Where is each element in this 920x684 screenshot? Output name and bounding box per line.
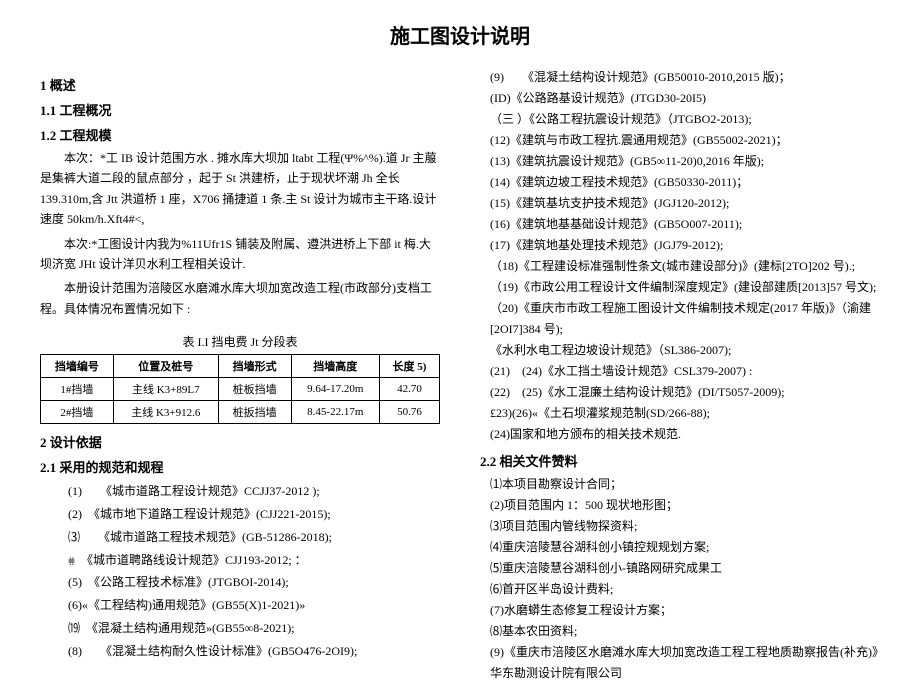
list-item: (9) 《混凝土结构设计规范》(GB50010-2010,2015 版)； (480, 67, 880, 88)
table-row: 2#挡墙 主线 K3+912.6 桩扳挡墙 8.45-22.17m 50.76 (41, 401, 440, 424)
list-item: ⑴本项目勘察设计合同； (480, 474, 880, 495)
list-item: ⒆ 《混凝土结构通用规范»(GB55∞8-2021); (40, 617, 440, 640)
paragraph-2: 本次:*工图设计内我为%11Ufr1S 铺装及附属、遵洪进桥上下部 it 梅.大… (40, 234, 440, 275)
list-item: （20)《重庆市市政工程施工图设计文件编制技术规定(2017 年版)》（渝建[2… (480, 298, 880, 340)
right-column: (9) 《混凝土结构设计规范》(GB50010-2010,2015 版)； (I… (480, 67, 880, 684)
list-item: ⑻基本农田资料; (480, 621, 880, 642)
td: 1#挡墙 (41, 378, 114, 401)
list-item: (1) 《城市道路工程设计规范》CCJJ37-2012 ); (40, 480, 440, 503)
paragraph-1: 本次：*工 IB 设计范围方水 . 摊水库大坝加 ltabt 工程(Ψ%^%).… (40, 148, 440, 230)
paragraph-3: 本册设计范围为涪陵区水磨滩水库大坝加宽改造工程(市政部分)支档工程。具体情况布置… (40, 278, 440, 319)
list-item: (15)《建筑基坑支护技术规范》(JGJ120-2012); (480, 193, 880, 214)
list-item: (13)《建筑抗震设计规范》(GB5∞11-20)0,2016 年版); (480, 151, 880, 172)
list-item: (8) 《混凝土结构耐久性设计标准》(GB5O476-2OI9); (40, 640, 440, 663)
section-1-2: 1.2 工程规模 (40, 125, 440, 144)
td: 桩板挡墙 (218, 378, 291, 401)
td: 9.64-17.20m (291, 378, 379, 401)
section-1-1: 1.1 工程概况 (40, 100, 440, 119)
list-item: (9)《重庆市涪陵区水磨滩水库大坝加宽改造工程工程地质勘察报告(补充)》华东勘测… (480, 642, 880, 684)
td: 8.45-22.17m (291, 401, 379, 424)
th-4: 长度 5) (380, 355, 440, 378)
list-item: (22) (25)《水工混廉土结构设计规范》(DI/T5057-2009); (480, 382, 880, 403)
list-item: (21) (24)《水工挡土墙设计规范》CSL379-2007) : (480, 361, 880, 382)
th-0: 挡墙编号 (41, 355, 114, 378)
table-caption: 表 I.I 挡电费 Jt 分段表 (40, 333, 440, 350)
td: 主线 K3+89L7 (113, 378, 218, 401)
list-item: (12)《建筑与市政工程抗.震通用规范》(GB55002-2021)； (480, 130, 880, 151)
td: 2#挡墙 (41, 401, 114, 424)
list-item: ⑹首开区半岛设计费料; (480, 579, 880, 600)
table-header-row: 挡墙编号 位置及桩号 挡墙形式 挡墙高度 长度 5) (41, 355, 440, 378)
section-2-1: 2.1 采用的规范和规程 (40, 457, 440, 476)
td: 42.70 (380, 378, 440, 401)
list-item: ⑸重庆涪陵慧谷湖科创小-镇路网研究成果工 (480, 558, 880, 579)
list-item: (16)《建筑地基基础设计规范》(GB5O007-2011); (480, 214, 880, 235)
list-item: (24)国家和地方颁布的相关技术规范. (480, 424, 880, 445)
list-item: (2)项目范围内 1：500 现状地形图； (480, 495, 880, 516)
list-item: ⩷ 《城市道聘路线设计规范》CJJ193-2012; ： (40, 549, 440, 572)
left-column: 1 概述 1.1 工程概况 1.2 工程规模 本次：*工 IB 设计范围方水 .… (40, 67, 440, 684)
table-row: 1#挡墙 主线 K3+89L7 桩板挡墙 9.64-17.20m 42.70 (41, 378, 440, 401)
td: 桩扳挡墙 (218, 401, 291, 424)
list-item: (17)《建筑地基处理技术规范》(JGJ79-2012); (480, 235, 880, 256)
th-2: 挡墙形式 (218, 355, 291, 378)
list-item: (5) 《公路工程技术标准》(JTGBOI-2014); (40, 571, 440, 594)
list-item: 《水利水电工程边坡设计规范》（SL386-2007); (480, 340, 880, 361)
td: 主线 K3+912.6 (113, 401, 218, 424)
list-item: （19)《市政公用工程设计文件编制深度规定》(建设部建质[2013]57 号文)… (480, 277, 880, 298)
list-item: (6)«《工程结构)通用规范》(GB55(X)1-2021)» (40, 594, 440, 617)
section-1: 1 概述 (40, 75, 440, 94)
th-1: 位置及桩号 (113, 355, 218, 378)
list-item: (2) 《城市地下道路工程设计规范》(CJJ221-2015); (40, 503, 440, 526)
list-item: （18)《工程建设标准强制性条文(城市建设部分)》(建标[2TO]202 号).… (480, 256, 880, 277)
td: 50.76 (380, 401, 440, 424)
page-title: 施工图设计说明 (40, 20, 880, 49)
list-item: (7)水磨蟒生态修复工程设计方案； (480, 600, 880, 621)
list-item: ⑶项目范围内管线物探资料; (480, 516, 880, 537)
section-2-2: 2.2 相关文件赞料 (480, 451, 880, 470)
list-item: ⑶ 《城市道路工程技术规范》(GB-51286-2018); (40, 526, 440, 549)
list-item: ⑷重庆涪陵慧谷湖科创小镇控规规划方案; (480, 537, 880, 558)
two-column-layout: 1 概述 1.1 工程概况 1.2 工程规模 本次：*工 IB 设计范围方水 .… (40, 67, 880, 684)
list-item: £23)(26)«《土石坝灌浆规范制(SD/266-88); (480, 403, 880, 424)
segment-table: 挡墙编号 位置及桩号 挡墙形式 挡墙高度 长度 5) 1#挡墙 主线 K3+89… (40, 354, 440, 424)
th-3: 挡墙高度 (291, 355, 379, 378)
section-2: 2 设计依据 (40, 432, 440, 451)
list-item: (ID)《公路路基设计规范》(JTGD30-20I5) (480, 88, 880, 109)
list-item: (14)《建筑边坡工程技术规范》(GB50330-2011)； (480, 172, 880, 193)
list-item: （三 ）《公路工程抗震设计规范》（JTGBO2-2013); (480, 109, 880, 130)
